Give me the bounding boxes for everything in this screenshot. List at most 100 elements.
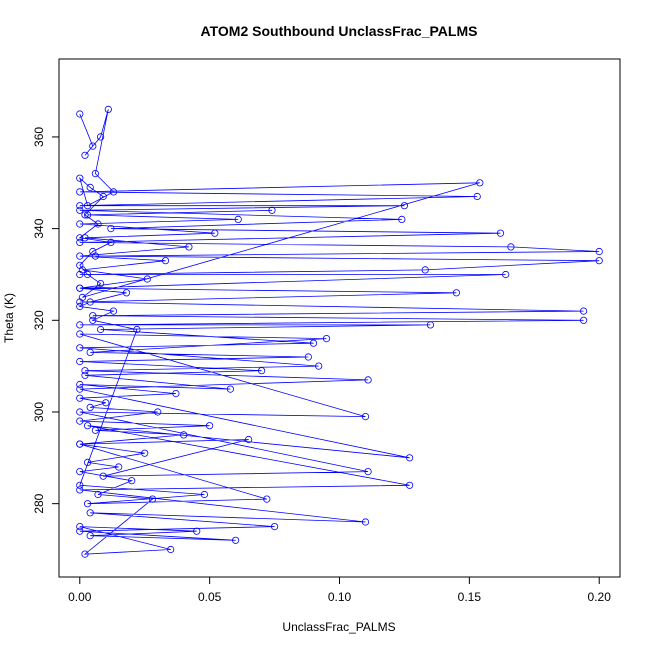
- data-point: [245, 435, 253, 444]
- data-point: [86, 509, 94, 517]
- data-point: [141, 449, 149, 457]
- data-point: [172, 389, 180, 398]
- data-point: [579, 307, 588, 315]
- data-point: [473, 192, 481, 201]
- data-point: [452, 289, 460, 297]
- data-point: [78, 266, 87, 274]
- data-point: [595, 257, 603, 265]
- data-point: [405, 481, 414, 489]
- data-point: [76, 522, 84, 531]
- x-tick-label: 0.15: [458, 590, 482, 604]
- data-point: [86, 403, 94, 411]
- x-tick-label: 0.10: [328, 590, 352, 604]
- data-point: [476, 179, 484, 187]
- data-point: [89, 316, 97, 324]
- data-point: [76, 330, 84, 338]
- data-point: [81, 367, 89, 375]
- data-point: [507, 243, 515, 251]
- data-point: [128, 477, 136, 485]
- data-point: [76, 234, 84, 242]
- data-point: [109, 188, 118, 196]
- x-tick-label: 0.20: [588, 590, 612, 604]
- data-point: [405, 454, 414, 462]
- data-point: [97, 133, 105, 141]
- data-point: [211, 229, 219, 237]
- data-point: [76, 252, 84, 260]
- data-point: [76, 298, 84, 306]
- data-point: [99, 472, 107, 480]
- data-point: [97, 325, 105, 334]
- data-point: [76, 344, 84, 352]
- data-point: [76, 394, 84, 402]
- data-point: [200, 490, 208, 499]
- data-point: [364, 376, 372, 384]
- data-point: [304, 353, 312, 361]
- data-point: [226, 385, 234, 393]
- data-point: [76, 302, 84, 311]
- data-point: [91, 170, 100, 178]
- data-point: [398, 215, 406, 223]
- data-point: [76, 357, 84, 366]
- data-point: [76, 527, 84, 535]
- data-point: [84, 500, 92, 508]
- y-tick-label: 360: [32, 127, 46, 147]
- data-point: [81, 371, 89, 379]
- data-point: [91, 252, 100, 260]
- data-point: [400, 202, 408, 210]
- data-point: [84, 202, 92, 210]
- data-point: [148, 495, 157, 503]
- y-tick-label: 340: [32, 218, 46, 238]
- data-point: [315, 362, 323, 370]
- data-point: [579, 316, 588, 324]
- data-point: [89, 142, 97, 150]
- data-point: [76, 202, 84, 210]
- data-point: [76, 321, 84, 329]
- data-point: [268, 206, 276, 214]
- data-point: [76, 486, 84, 494]
- y-axis: 280 300 320 340 360: [32, 127, 60, 514]
- data-point: [76, 238, 84, 246]
- data-point: [257, 367, 266, 375]
- data-point: [86, 348, 94, 356]
- data-point: [502, 270, 510, 279]
- x-axis: 0.00 0.05 0.10 0.15 0.20: [68, 576, 612, 604]
- data-point: [496, 229, 505, 237]
- data-point: [364, 467, 372, 476]
- data-point: [81, 151, 89, 159]
- data-point: [99, 192, 107, 201]
- data-point: [426, 321, 434, 329]
- y-tick-label: 280: [32, 493, 46, 513]
- data-point: [361, 518, 370, 526]
- data-point: [76, 220, 84, 228]
- chart-title: ATOM2 Southbound UnclassFrac_PALMS: [201, 23, 478, 39]
- data-point: [76, 380, 84, 389]
- data-point: [595, 247, 603, 256]
- data-point: [309, 339, 318, 347]
- x-axis-label: UnclassFrac_PALMS: [282, 620, 395, 634]
- data-point: [76, 110, 84, 118]
- data-point: [94, 490, 102, 499]
- data-point: [76, 174, 84, 182]
- y-axis-label: Theta (K): [2, 293, 16, 343]
- data-point: [76, 284, 84, 292]
- data-point: [143, 275, 151, 283]
- data-point: [76, 417, 84, 425]
- data-point: [107, 225, 115, 233]
- data-point: [234, 215, 242, 223]
- data-point: [161, 257, 170, 265]
- data-point: [84, 270, 92, 279]
- data-point: [76, 408, 84, 416]
- data-point: [180, 431, 188, 439]
- data-point: [76, 206, 84, 214]
- data-point: [107, 238, 115, 246]
- data-point: [104, 105, 112, 114]
- data-point: [81, 211, 89, 219]
- data-point: [81, 234, 89, 242]
- data-point: [97, 279, 105, 288]
- data-point: [86, 532, 94, 540]
- data-point: [76, 467, 84, 476]
- data-point: [84, 211, 92, 219]
- series-line: [78, 109, 600, 555]
- data-point: [81, 550, 89, 558]
